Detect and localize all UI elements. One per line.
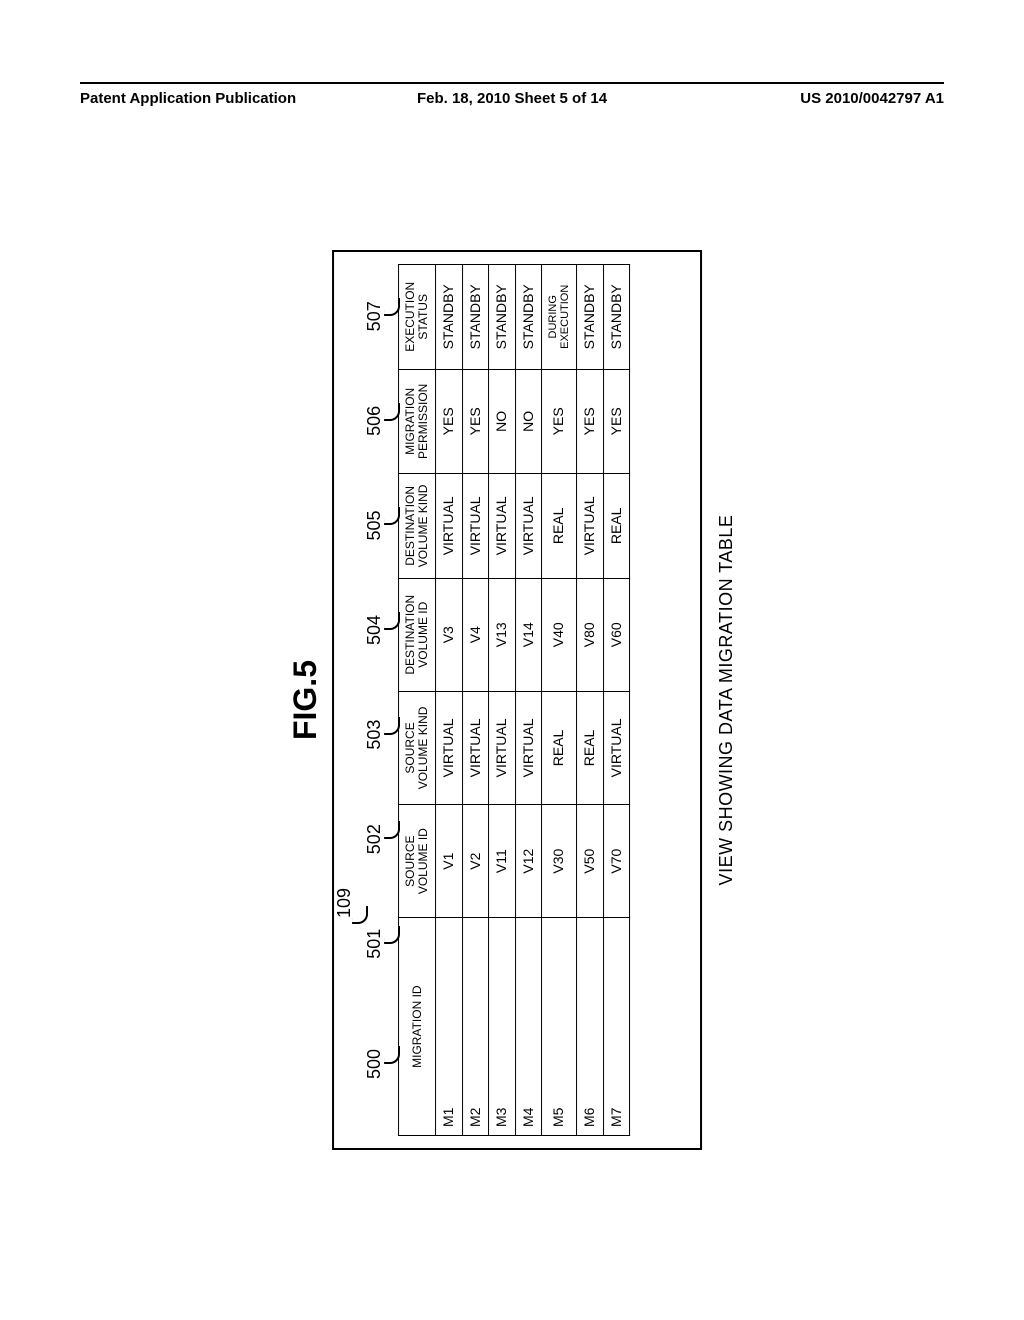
callout-504: 504 bbox=[364, 578, 398, 683]
cell: VIRTUAL bbox=[577, 474, 603, 579]
col-execution-status: EXECUTIONSTATUS bbox=[399, 265, 436, 370]
callout-506: 506 bbox=[364, 369, 398, 474]
cell-migration-id: M4 bbox=[515, 918, 541, 1136]
table-body: M1 V1 VIRTUAL V3 VIRTUAL YES STANDBY M2 … bbox=[436, 265, 630, 1136]
cell: VIRTUAL bbox=[515, 474, 541, 579]
cell: REAL bbox=[603, 474, 629, 579]
header-left: Patent Application Publication bbox=[80, 90, 368, 107]
callout-hook bbox=[384, 403, 400, 421]
callout-hook bbox=[384, 612, 400, 630]
cell: V11 bbox=[489, 805, 515, 918]
cell: V13 bbox=[489, 578, 515, 691]
cell: V70 bbox=[603, 805, 629, 918]
callout-500: 500 bbox=[364, 996, 398, 1132]
table-row: M2 V2 VIRTUAL V4 VIRTUAL YES STANDBY bbox=[462, 265, 488, 1136]
cell: NO bbox=[515, 369, 541, 474]
table-box: 500 501 502 503 504 505 506 507 bbox=[332, 250, 702, 1150]
callout-501: 501 bbox=[364, 891, 398, 996]
table-row: M7 V70 VIRTUAL V60 REAL YES STANDBY bbox=[603, 265, 629, 1136]
cell: REAL bbox=[541, 474, 576, 579]
cell: YES bbox=[541, 369, 576, 474]
col-migration-permission: MIGRATIONPERMISSION bbox=[399, 369, 436, 474]
cell: VIRTUAL bbox=[462, 474, 488, 579]
column-callout-row: 500 501 502 503 504 505 506 507 bbox=[364, 264, 398, 1132]
header-center: Feb. 18, 2010 Sheet 5 of 14 bbox=[368, 90, 656, 107]
cell: VIRTUAL bbox=[436, 691, 462, 804]
cell: YES bbox=[577, 369, 603, 474]
cell-migration-id: M7 bbox=[603, 918, 629, 1136]
cell: STANDBY bbox=[577, 265, 603, 370]
cell: V1 bbox=[436, 805, 462, 918]
callout-hook bbox=[384, 926, 400, 944]
cell: STANDBY bbox=[462, 265, 488, 370]
cell: V30 bbox=[541, 805, 576, 918]
cell: VIRTUAL bbox=[462, 691, 488, 804]
cell: V60 bbox=[603, 578, 629, 691]
cell-migration-id: M1 bbox=[436, 918, 462, 1136]
col-dest-volume-kind: DESTINATIONVOLUME KIND bbox=[399, 474, 436, 579]
cell-migration-id: M5 bbox=[541, 918, 576, 1136]
callout-hook bbox=[384, 507, 400, 525]
callout-505: 505 bbox=[364, 473, 398, 578]
cell-migration-id: M3 bbox=[489, 918, 515, 1136]
table-row: M5 V30 REAL V40 REAL YES DURING EXECUTIO… bbox=[541, 265, 576, 1136]
cell-migration-id: M2 bbox=[462, 918, 488, 1136]
callout-hook bbox=[384, 298, 400, 316]
table-row: M3 V11 VIRTUAL V13 VIRTUAL NO STANDBY bbox=[489, 265, 515, 1136]
callout-507: 507 bbox=[364, 264, 398, 369]
cell: STANDBY bbox=[436, 265, 462, 370]
cell: V2 bbox=[462, 805, 488, 918]
cell: VIRTUAL bbox=[489, 691, 515, 804]
cell-migration-id: M6 bbox=[577, 918, 603, 1136]
cell: VIRTUAL bbox=[436, 474, 462, 579]
figure-body: 109 500 501 502 503 504 505 506 507 bbox=[332, 250, 737, 1150]
cell: V12 bbox=[515, 805, 541, 918]
col-dest-volume-id: DESTINATIONVOLUME ID bbox=[399, 578, 436, 691]
cell: STANDBY bbox=[515, 265, 541, 370]
table-row: M6 V50 REAL V80 VIRTUAL YES STANDBY bbox=[577, 265, 603, 1136]
callout-hook bbox=[384, 1046, 400, 1064]
cell: V40 bbox=[541, 578, 576, 691]
cell: VIRTUAL bbox=[603, 691, 629, 804]
page-header: Patent Application Publication Feb. 18, … bbox=[80, 82, 944, 107]
cell: YES bbox=[436, 369, 462, 474]
cell: REAL bbox=[577, 691, 603, 804]
migration-table: MIGRATION ID SOURCEVOLUME ID SOURCEVOLUM… bbox=[398, 264, 630, 1136]
figure-caption: VIEW SHOWING DATA MIGRATION TABLE bbox=[716, 250, 737, 1150]
cell: V80 bbox=[577, 578, 603, 691]
cell: V50 bbox=[577, 805, 603, 918]
table-header-row: MIGRATION ID SOURCEVOLUME ID SOURCEVOLUM… bbox=[399, 265, 436, 1136]
cell: V4 bbox=[462, 578, 488, 691]
cell: REAL bbox=[541, 691, 576, 804]
cell: YES bbox=[603, 369, 629, 474]
callout-hook bbox=[384, 821, 400, 839]
cell: STANDBY bbox=[489, 265, 515, 370]
cell: VIRTUAL bbox=[515, 691, 541, 804]
cell: YES bbox=[462, 369, 488, 474]
page: Patent Application Publication Feb. 18, … bbox=[0, 0, 1024, 1320]
cell: V3 bbox=[436, 578, 462, 691]
cell: VIRTUAL bbox=[489, 474, 515, 579]
cell: STANDBY bbox=[603, 265, 629, 370]
callout-503: 503 bbox=[364, 682, 398, 787]
col-source-volume-kind: SOURCEVOLUME KIND bbox=[399, 691, 436, 804]
figure-label: FIG.5 bbox=[287, 250, 324, 1150]
callout-502: 502 bbox=[364, 787, 398, 892]
cell: V14 bbox=[515, 578, 541, 691]
table-row: M4 V12 VIRTUAL V14 VIRTUAL NO STANDBY bbox=[515, 265, 541, 1136]
table-row: M1 V1 VIRTUAL V3 VIRTUAL YES STANDBY bbox=[436, 265, 462, 1136]
callout-hook bbox=[384, 717, 400, 735]
cell: DURING EXECUTION bbox=[541, 265, 576, 370]
col-source-volume-id: SOURCEVOLUME ID bbox=[399, 805, 436, 918]
header-right: US 2010/0042797 A1 bbox=[656, 90, 944, 107]
cell: NO bbox=[489, 369, 515, 474]
col-migration-id: MIGRATION ID bbox=[399, 918, 436, 1136]
figure-rotated-container: FIG.5 109 500 501 502 503 504 505 506 50… bbox=[287, 250, 737, 1150]
